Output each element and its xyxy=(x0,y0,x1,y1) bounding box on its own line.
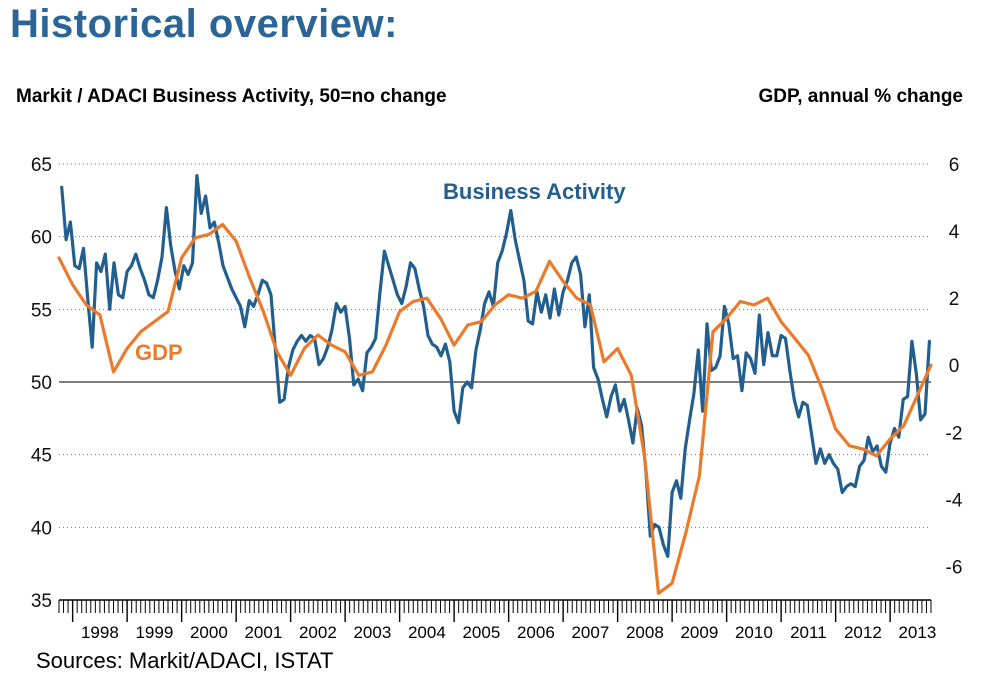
right-tick-label: -4 xyxy=(946,490,963,511)
x-tick-label: 2006 xyxy=(517,623,555,642)
x-tick-label: 2008 xyxy=(626,623,664,642)
right-tick-label: 0 xyxy=(949,356,960,377)
source-note: Sources: Markit/ADACI, ISTAT xyxy=(36,648,334,673)
gdp-label: GDP xyxy=(135,340,183,365)
left-y-axis: 35 40 45 50 55 60 65 xyxy=(31,155,52,612)
right-y-axis: -6 -4 -2 0 2 4 6 xyxy=(946,155,963,578)
left-tick-label: 60 xyxy=(31,228,52,249)
x-tick-label: 1999 xyxy=(135,623,173,642)
gdp-line xyxy=(57,222,933,595)
right-tick-label: -6 xyxy=(946,557,963,578)
x-tick-label: 2001 xyxy=(244,623,282,642)
x-tick-label: 2000 xyxy=(190,623,228,642)
x-tick-label: 2012 xyxy=(844,623,882,642)
x-tick-label: 2011 xyxy=(790,623,827,642)
right-tick-label: 2 xyxy=(949,289,960,310)
page-title: Historical overview: xyxy=(10,2,398,46)
right-tick-label: -2 xyxy=(946,423,963,444)
x-tick-label: 2013 xyxy=(898,623,936,642)
x-tick-label: 2003 xyxy=(353,623,391,642)
left-tick-label: 40 xyxy=(31,518,52,539)
x-tick-label: 2010 xyxy=(735,623,773,642)
business-activity-label: Business Activity xyxy=(443,179,626,204)
x-tick-label: 2007 xyxy=(571,623,609,642)
left-axis-title: Markit / ADACI Business Activity, 50=no … xyxy=(16,86,447,107)
left-tick-label: 65 xyxy=(31,155,52,176)
series-lines xyxy=(57,174,933,595)
x-tick-label: 1998 xyxy=(81,623,119,642)
left-tick-label: 45 xyxy=(31,446,52,467)
right-axis-title: GDP, annual % change xyxy=(758,86,963,107)
right-tick-label: 4 xyxy=(949,222,960,243)
series-labels: Business Activity GDP xyxy=(135,179,626,365)
x-tick-label: 2009 xyxy=(680,623,718,642)
left-tick-label: 50 xyxy=(31,373,52,394)
left-tick-label: 35 xyxy=(31,591,52,612)
business-activity-line xyxy=(60,174,931,558)
right-tick-label: 6 xyxy=(949,155,960,176)
x-tick-label: 2004 xyxy=(408,623,446,642)
left-tick-label: 55 xyxy=(31,300,52,321)
x-tick-label: 2005 xyxy=(462,623,500,642)
x-tick-label: 2002 xyxy=(299,623,337,642)
x-axis: 1998 1999 2000 2001 2002 2003 2004 2005 2006 2007… xyxy=(58,599,936,642)
